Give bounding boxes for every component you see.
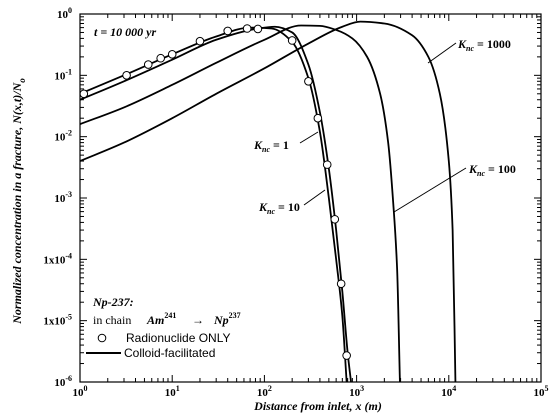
legend-marker-radionuclide (97, 333, 107, 343)
y-tick-labels: 100 10-1 10-2 10-3 1x10-4 1x10-5 10-6 (43, 6, 72, 389)
svg-text:Np237: Np237 (213, 311, 241, 327)
k1-value: = 1 (273, 138, 289, 152)
data-point-marker (242, 24, 252, 33)
k1000-value: = 1000 (477, 37, 511, 51)
curve-series-4 (79, 20, 457, 383)
data-point-marker (253, 24, 263, 34)
data-point-marker (287, 36, 297, 45)
data-point-marker (322, 160, 332, 169)
data-point-marker (342, 351, 351, 360)
chain-title-colon: : (130, 295, 134, 309)
svg-text:Knc= 10: Knc = 10 (258, 200, 300, 216)
k10-symbol: K (258, 200, 268, 214)
svg-text:Knc= 1000: Knc = 1000 (457, 37, 511, 53)
svg-text:Knc= 1: Knc = 1 (253, 138, 289, 154)
data-point-marker (143, 60, 153, 69)
k1000-sub: nc (466, 44, 474, 53)
label-knc-1: Knc = 1 (253, 138, 289, 154)
k100-sub: nc (477, 169, 485, 178)
chain-title: Np-237: (92, 295, 134, 309)
radionuclide-markers (79, 24, 351, 360)
svg-text:Knc= 100: Knc = 100 (468, 162, 516, 178)
data-point-marker (167, 50, 177, 59)
legend-label-radionuclide: Radionuclide ONLY (126, 331, 231, 345)
parent-nuclide: Am (146, 313, 164, 327)
y-axis-label-sub: o (17, 78, 27, 83)
daughter-mass: 237 (229, 311, 241, 320)
pointer-knc-1 (299, 131, 319, 144)
y-axis-label-text: Normalized concentration in a fracture, … (10, 81, 24, 324)
label-knc-10: Knc = 10 (258, 200, 300, 216)
svg-text:Normalized concentration in a: Normalized concentration in a fracture, … (10, 78, 27, 325)
pointer-knc-100 (393, 167, 467, 213)
data-point-marker (313, 113, 323, 123)
label-knc-100: Knc = 100 (468, 162, 516, 178)
k100-symbol: K (468, 162, 478, 176)
legend-label-colloid: Colloid-facilitated (124, 346, 215, 360)
x-tick-label: 102 (257, 384, 272, 399)
time-label: t = 10 000 yr (94, 25, 156, 39)
k1-sub: nc (262, 145, 270, 154)
x-tick-label: 103 (349, 384, 364, 399)
parent-mass: 241 (164, 311, 176, 320)
plot-frame (79, 13, 542, 383)
data-point-marker (79, 89, 89, 99)
axis-ticks (79, 14, 541, 383)
y-tick-label: 10-3 (54, 190, 72, 205)
y-tick-label: 10-2 (54, 129, 72, 144)
daughter-nuclide: Np (213, 313, 229, 327)
data-point-marker (223, 26, 233, 36)
chain-arrow: → (192, 313, 204, 327)
data-point-marker (330, 214, 340, 224)
y-tick-label: 10-6 (54, 374, 72, 389)
curve-series-3 (79, 24, 401, 383)
chain-title-text: Np-237 (92, 295, 131, 309)
curves (79, 20, 457, 383)
x-tick-label: 105 (534, 384, 549, 399)
data-point-marker (336, 279, 346, 289)
data-point-marker (304, 76, 313, 86)
y-tick-label: 1x10-5 (43, 313, 72, 328)
data-point-marker (195, 36, 205, 46)
y-tick-label: 10-1 (54, 67, 72, 82)
x-axis-label: Distance from inlet, x (m) (253, 399, 382, 413)
data-point-marker (122, 71, 131, 80)
data-point-marker (156, 53, 165, 63)
legend: Radionuclide ONLY Colloid-facilitated (86, 331, 231, 360)
pointer-knc-10 (303, 189, 326, 206)
pointer-knc-1000 (427, 42, 457, 64)
x-tick-label: 104 (441, 384, 456, 399)
k10-sub: nc (267, 207, 275, 216)
y-tick-label: 100 (57, 6, 72, 21)
x-tick-labels: 100 101 102 103 104 105 (73, 384, 549, 399)
k10-value: = 10 (278, 200, 300, 214)
x-tick-label: 101 (165, 384, 180, 399)
label-knc-1000: Knc = 1000 (457, 37, 511, 53)
chain-line: in chain Am241 → Np237 (93, 311, 241, 327)
y-axis-label: Normalized concentration in a fracture, … (10, 78, 27, 325)
k1-symbol: K (253, 138, 263, 152)
chain-text: in chain (93, 313, 131, 327)
y-tick-label: 1x10-4 (43, 251, 72, 266)
k100-value: = 100 (488, 162, 516, 176)
svg-text:Am241: Am241 (146, 311, 176, 327)
k1000-symbol: K (457, 37, 467, 51)
x-tick-label: 100 (73, 384, 88, 399)
